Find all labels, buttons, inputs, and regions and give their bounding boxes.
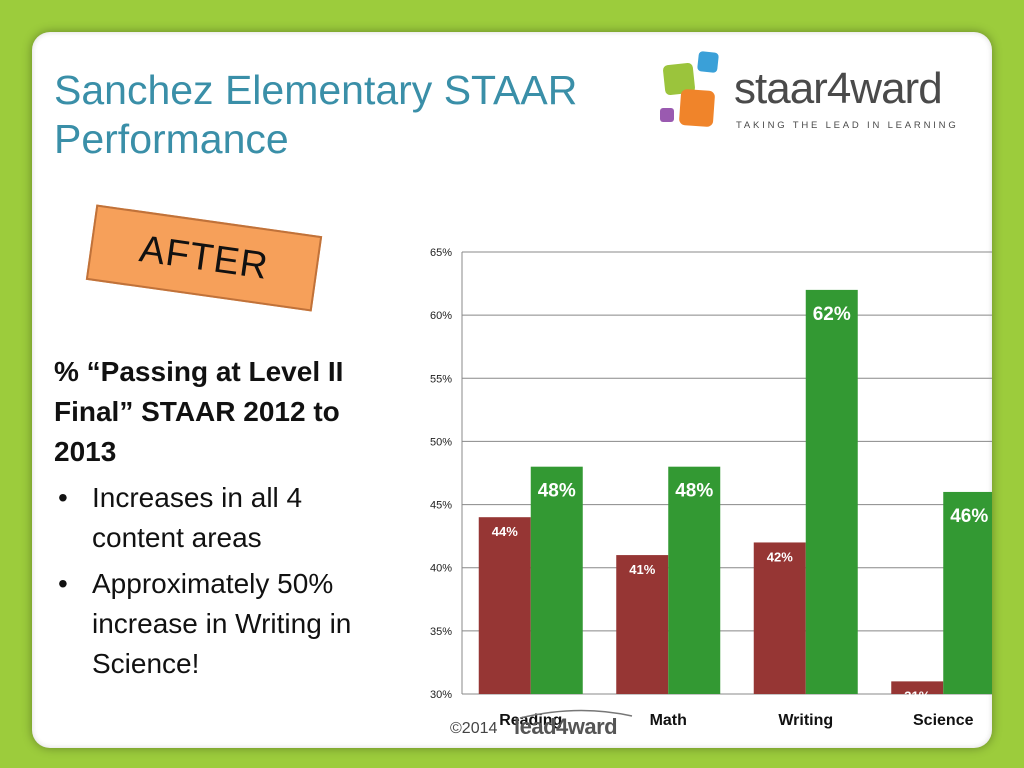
- data-label: 41%: [629, 562, 655, 577]
- after-badge: AFTER: [85, 204, 323, 312]
- data-label: 62%: [813, 304, 851, 325]
- logo-squares-icon: [660, 51, 719, 127]
- bar-2012: [753, 542, 806, 694]
- logo-tagline: TAKING THE LEAD IN LEARNING: [736, 120, 959, 131]
- bullet-item: • Increases in all 4 content areas: [54, 478, 374, 558]
- staar4ward-logo: staar4ward TAKING THE LEAD IN LEARNING: [652, 50, 982, 140]
- data-label: 42%: [767, 549, 793, 564]
- x-tick-label: Writing: [778, 712, 833, 729]
- text-block: % “Passing at Level II Final” STAAR 2012…: [54, 352, 374, 690]
- after-badge-label: AFTER: [136, 227, 272, 288]
- data-label: 31%: [904, 688, 930, 703]
- slide-title: Sanchez Elementary STAAR Performance: [54, 67, 578, 162]
- bullet-icon: •: [58, 568, 68, 599]
- y-tick-label: 65%: [430, 247, 452, 259]
- x-tick-label: Science: [913, 712, 974, 729]
- y-tick-label: 50%: [430, 436, 452, 448]
- footer-copyright: ©2014: [450, 720, 498, 737]
- y-tick-label: 40%: [430, 563, 452, 575]
- bar-2012: [616, 555, 669, 694]
- slide: Sanchez Elementary STAAR Performance sta…: [32, 32, 992, 748]
- bar-2013: [668, 466, 721, 694]
- bullet-text: Increases in all 4 content areas: [92, 482, 303, 553]
- y-tick-label: 55%: [430, 373, 452, 385]
- y-tick-label: 60%: [430, 310, 452, 322]
- bar-2013: [943, 491, 992, 694]
- data-label: 46%: [950, 506, 988, 527]
- bar-2013: [805, 289, 858, 694]
- bar-2012: [478, 517, 531, 694]
- x-tick-label: Math: [650, 712, 687, 729]
- data-label: 44%: [492, 524, 518, 539]
- bullet-icon: •: [58, 482, 68, 513]
- data-label: 48%: [675, 481, 713, 502]
- bullet-list: • Increases in all 4 content areas • App…: [54, 478, 374, 684]
- bullet-text: Approximately 50% increase in Writing in…: [92, 568, 352, 679]
- footer-swoosh-icon: [519, 709, 633, 719]
- data-label: 48%: [538, 481, 576, 502]
- footer-brand: lead4ward: [514, 714, 618, 739]
- x-tick-label: Reading: [499, 712, 562, 729]
- bar-2013: [530, 466, 583, 694]
- bullet-item: • Approximately 50% increase in Writing …: [54, 564, 374, 684]
- bar-2012: [891, 681, 944, 694]
- logo-wordmark: staar4ward: [734, 64, 943, 113]
- y-tick-label: 35%: [430, 626, 452, 638]
- y-tick-label: 30%: [430, 689, 452, 701]
- text-heading: % “Passing at Level II Final” STAAR 2012…: [54, 356, 344, 467]
- y-tick-label: 45%: [430, 500, 452, 512]
- bar-chart: 30% 35% 40% 45% 50% 55% 60% 65% 44% 48% Reading 41%…: [430, 247, 992, 729]
